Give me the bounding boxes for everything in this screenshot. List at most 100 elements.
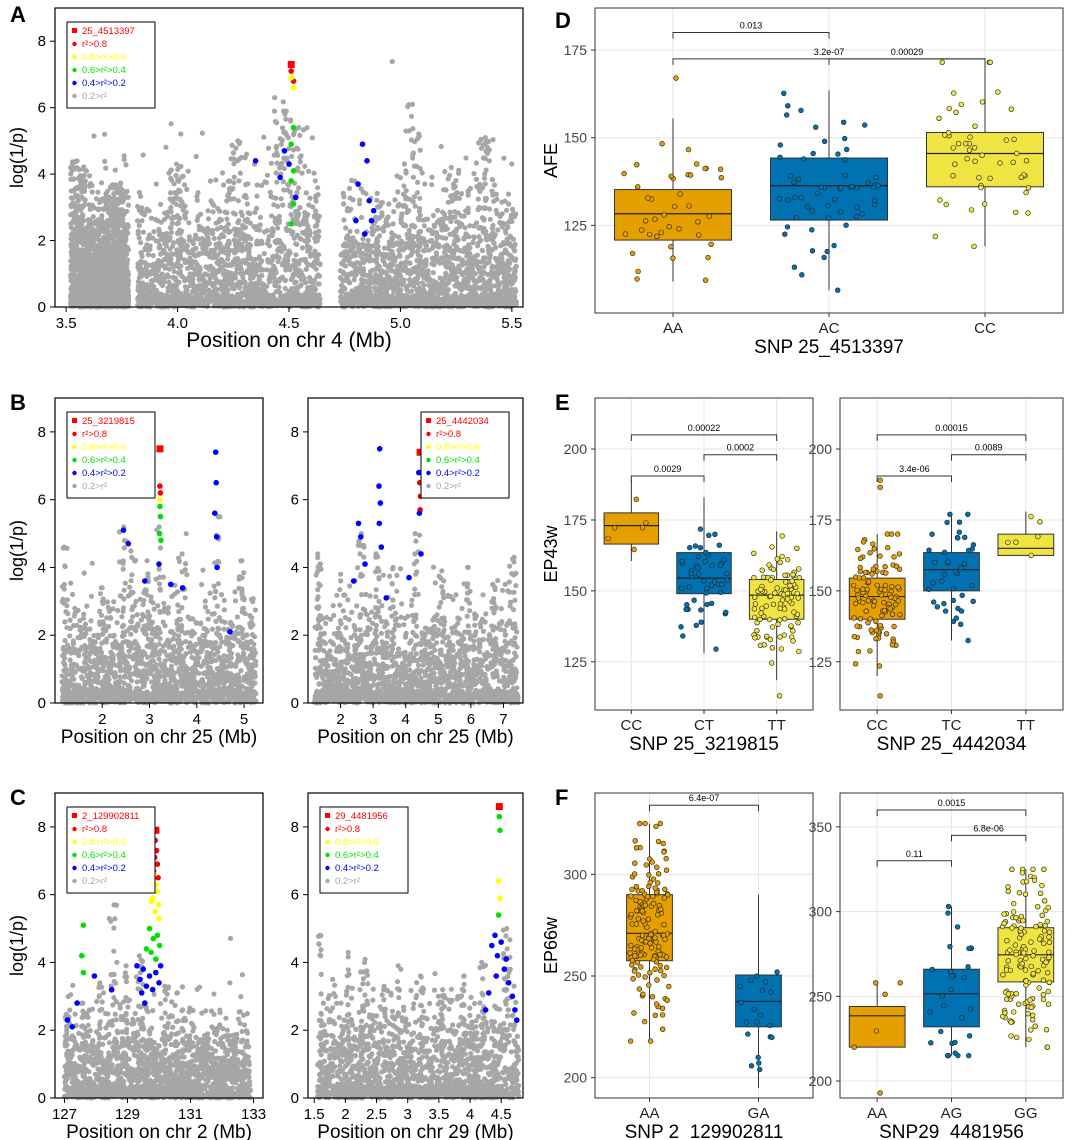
bg-point — [272, 296, 278, 302]
bg-point — [341, 201, 347, 207]
bg-point — [224, 216, 230, 222]
bg-point — [200, 274, 206, 280]
bg-point — [294, 269, 300, 275]
bg-point — [190, 238, 196, 244]
bg-point — [402, 264, 408, 270]
bg-point — [211, 235, 217, 242]
bg-point — [213, 220, 219, 226]
bg-point — [224, 262, 230, 268]
bg-point — [435, 207, 441, 213]
bg-point — [189, 265, 195, 271]
bg-point — [277, 165, 283, 171]
bg-point — [230, 210, 236, 216]
bg-point — [246, 265, 252, 271]
bg-point — [125, 278, 131, 284]
bg-point — [68, 286, 74, 292]
bg-point — [93, 196, 100, 202]
bg-point — [208, 198, 214, 204]
bg-point — [136, 286, 142, 292]
bg-point — [431, 223, 438, 230]
bg-point — [491, 182, 498, 188]
bg-point — [221, 182, 227, 188]
bg-point — [83, 253, 89, 259]
bg-point — [261, 287, 267, 293]
bg-point — [358, 186, 364, 192]
bg-point — [279, 160, 285, 166]
bg-point — [276, 255, 282, 261]
bg-point — [491, 240, 497, 246]
bg-point — [96, 206, 102, 212]
bg-point — [281, 165, 287, 172]
bg-point — [88, 253, 94, 259]
bg-point — [257, 214, 263, 220]
bg-point — [168, 121, 174, 127]
bg-point — [294, 288, 300, 294]
bg-point — [231, 303, 237, 309]
bg-point — [345, 253, 351, 260]
bg-point — [210, 270, 216, 276]
bg-point — [302, 163, 308, 169]
bg-point — [86, 173, 93, 179]
bg-point — [271, 108, 278, 114]
bg-point — [401, 183, 407, 189]
bg-point — [297, 154, 303, 160]
bg-point — [182, 259, 188, 265]
bg-point — [153, 287, 159, 293]
bg-point — [386, 239, 392, 245]
bg-point — [430, 212, 436, 219]
bg-point — [246, 241, 252, 247]
bg-point — [502, 247, 508, 253]
bg-point — [142, 299, 148, 305]
bg-point — [125, 194, 131, 200]
bg-point — [475, 196, 481, 202]
bg-point — [290, 295, 296, 301]
bg-point — [344, 249, 350, 255]
bg-point — [157, 242, 163, 249]
bg-point — [219, 170, 226, 176]
bg-point — [99, 213, 105, 219]
bg-point — [313, 266, 319, 272]
bg-point — [174, 288, 181, 294]
bg-point — [470, 239, 476, 246]
bg-point — [380, 228, 387, 234]
bg-point — [407, 289, 413, 295]
bg-point — [250, 275, 256, 281]
bg-point — [401, 277, 407, 283]
bg-point — [344, 208, 350, 214]
bg-point — [105, 197, 111, 203]
bg-point — [493, 191, 499, 197]
bg-point — [135, 228, 141, 234]
bg-point — [91, 133, 97, 139]
bg-point — [297, 132, 303, 138]
bg-point — [414, 190, 420, 196]
bg-point — [109, 221, 115, 227]
bg-point — [267, 189, 273, 195]
bg-point — [403, 188, 409, 194]
bg-point — [219, 233, 225, 239]
bg-point — [385, 214, 391, 220]
bg-point — [408, 113, 415, 119]
bg-point — [222, 250, 228, 256]
bg-point — [152, 298, 158, 304]
bg-point — [142, 292, 148, 299]
bg-point — [278, 241, 284, 247]
bg-point — [117, 251, 123, 257]
bg-point — [105, 279, 111, 285]
bg-point — [90, 246, 96, 252]
bg-point — [398, 240, 404, 246]
bg-point — [228, 156, 234, 162]
bg-point — [422, 181, 428, 187]
bg-point — [382, 280, 388, 286]
bg-point — [474, 252, 480, 258]
bg-point — [230, 258, 237, 265]
bg-point — [177, 270, 183, 276]
bg-point — [77, 217, 83, 223]
bg-point — [443, 187, 449, 193]
bg-point — [124, 272, 130, 278]
bg-point — [415, 179, 421, 185]
bg-point — [304, 238, 310, 244]
bg-point — [303, 266, 309, 272]
bg-point — [199, 225, 205, 231]
bg-point — [92, 219, 98, 225]
